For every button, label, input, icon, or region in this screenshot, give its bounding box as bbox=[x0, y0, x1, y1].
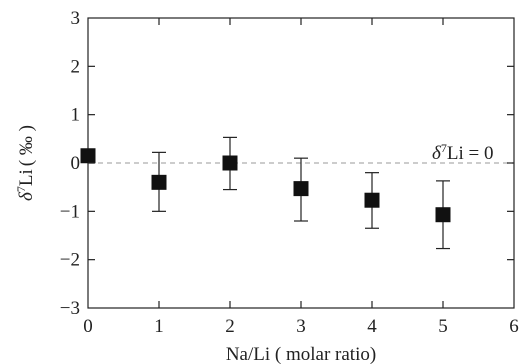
reference-line-label: δ7Li = 0 bbox=[432, 141, 493, 164]
y-axis-title-unit: ( ‰ ) bbox=[16, 125, 37, 166]
axis-ticks: 0 1 2 3 4 5 6 −3 −2 −1 0 1 2 3 bbox=[60, 8, 519, 337]
data-point bbox=[364, 192, 380, 208]
x-tick-label: 2 bbox=[225, 316, 235, 337]
data-point bbox=[293, 181, 309, 197]
reference-label-rest: Li = 0 bbox=[447, 143, 494, 164]
data-point bbox=[80, 148, 96, 164]
y-axis-title-superscript: 7 bbox=[14, 186, 28, 192]
y-axis-title: δ7Li ( ‰ ) bbox=[14, 125, 37, 201]
y-tick-label: 2 bbox=[71, 56, 81, 77]
data-point bbox=[222, 155, 238, 171]
reference-label-superscript: 7 bbox=[441, 141, 447, 155]
y-axis-title-delta: δ bbox=[16, 191, 37, 201]
x-tick-label: 5 bbox=[438, 316, 448, 337]
y-axis-title-element: Li bbox=[16, 169, 37, 186]
reference-label-delta: δ bbox=[432, 143, 442, 164]
y-tick-label: 0 bbox=[71, 153, 81, 174]
y-tick-label: 3 bbox=[71, 8, 81, 29]
y-tick-label: −1 bbox=[60, 201, 80, 222]
y-tick-label: −3 bbox=[60, 298, 80, 319]
y-tick-label: 1 bbox=[71, 105, 81, 126]
x-tick-label: 6 bbox=[509, 316, 519, 337]
x-axis-title: Na/Li ( molar ratio) bbox=[226, 344, 376, 364]
y-tick-label: −2 bbox=[60, 250, 80, 271]
data-point bbox=[151, 174, 167, 190]
x-tick-label: 1 bbox=[154, 316, 164, 337]
data-point bbox=[435, 207, 451, 223]
x-tick-label: 4 bbox=[367, 316, 377, 337]
x-tick-label: 0 bbox=[83, 316, 93, 337]
data-points bbox=[80, 148, 451, 223]
x-tick-label: 3 bbox=[296, 316, 306, 337]
